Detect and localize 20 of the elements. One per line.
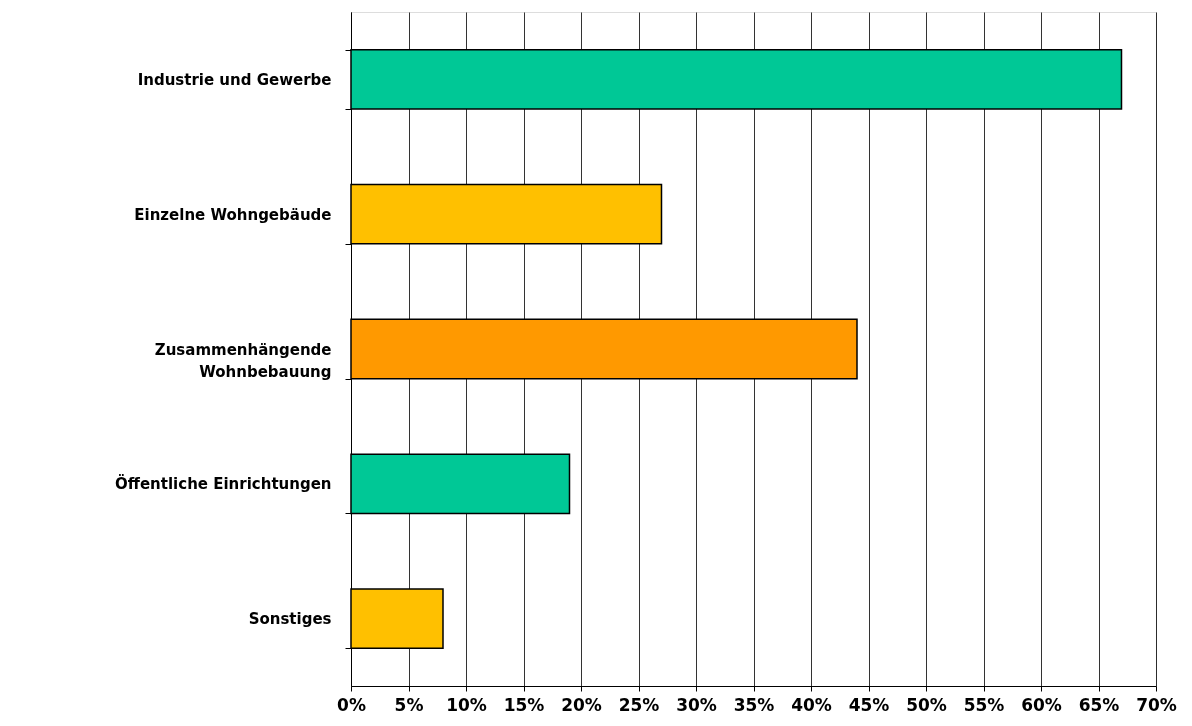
y-tick-label: Einzelne Wohngebäude	[134, 205, 332, 224]
x-tick-label: 10%	[446, 694, 487, 715]
x-tick-label: 40%	[791, 694, 832, 715]
y-tick-label: Zusammenhängende Wohnbebauung	[154, 340, 332, 381]
x-tick-label: 15%	[503, 694, 545, 715]
x-tick-label: 5%	[394, 694, 424, 715]
x-tick-label: 60%	[1021, 694, 1062, 715]
y-tick-label: Öffentliche Einrichtungen	[115, 474, 332, 494]
x-tick-label: 20%	[561, 694, 602, 715]
x-tick-label: 55%	[963, 694, 1005, 715]
y-tick-label: Industrie und Gewerbe	[137, 70, 332, 89]
x-tick-label: 70%	[1136, 694, 1177, 715]
x-tick-label: 0%	[337, 694, 366, 715]
y-tick-label: Sonstiges	[248, 610, 332, 629]
x-tick-label: 45%	[848, 694, 890, 715]
x-tick-label: 35%	[733, 694, 775, 715]
x-tick-label: 65%	[1078, 694, 1120, 715]
x-tick-label: 25%	[618, 694, 660, 715]
x-tick-label: 30%	[676, 694, 717, 715]
x-tick-label: 50%	[906, 694, 947, 715]
